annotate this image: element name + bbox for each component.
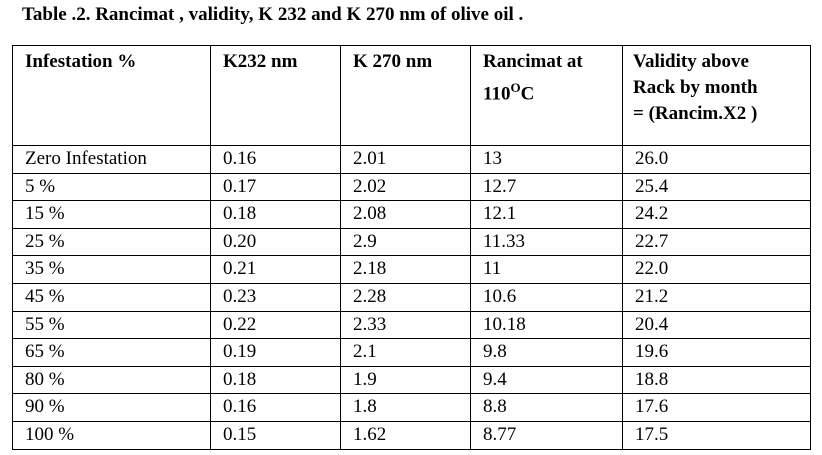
table-cell: 0.22: [210, 310, 341, 340]
table-cell: Zero Infestation: [12, 145, 211, 174]
table-row: 5 % 0.17 2.02 12.7 25.4: [12, 172, 811, 202]
table-cell: 24.2: [622, 200, 811, 229]
table-cell: 2.28: [340, 282, 471, 312]
table-row: 25 % 0.20 2.9 11.33 22.7: [12, 227, 811, 257]
table-cell: 90 %: [12, 393, 211, 422]
table-cell: 1.8: [340, 393, 471, 422]
table-cell: 12.1: [470, 200, 623, 229]
header-cell: Rancimat at 110OC: [470, 45, 623, 146]
header-line: = (Rancim.X2 ): [633, 103, 758, 124]
table-cell: 8.8: [470, 393, 623, 422]
table-cell: 0.23: [210, 282, 341, 312]
table-cell: 0.18: [210, 365, 341, 395]
table-row: 45 % 0.23 2.28 10.6 21.2: [12, 282, 811, 312]
table-cell: 0.16: [210, 393, 341, 422]
table-cell: 1.62: [340, 420, 471, 450]
table-cell: 9.8: [470, 338, 623, 367]
table-row: 100 % 0.15 1.62 8.77 17.5: [12, 420, 811, 450]
table-cell: 13: [470, 145, 623, 174]
table-cell: 2.01: [340, 145, 471, 174]
header-text: C: [520, 83, 535, 105]
table-cell: 26.0: [622, 145, 811, 174]
table-cell: 25 %: [12, 227, 211, 257]
table-cell: 5 %: [12, 172, 211, 202]
table-row: 35 % 0.21 2.18 11 22.0: [12, 255, 811, 284]
header-line: Rack by month: [633, 77, 758, 98]
table-cell: 19.6: [622, 338, 811, 367]
table-cell: 8.77: [470, 420, 623, 450]
table-cell: 35 %: [12, 255, 211, 284]
table-row: 55 % 0.22 2.33 10.18 20.4: [12, 310, 811, 340]
table-cell: 0.18: [210, 200, 341, 229]
table-cell: 10.6: [470, 282, 623, 312]
header-cell: K 270 nm: [340, 45, 471, 146]
header-text: Rancimat at 110: [483, 51, 583, 105]
table-cell: 22.7: [622, 227, 811, 257]
table-cell: 2.08: [340, 200, 471, 229]
header-cell: Validity above Rack by month = (Rancim.X2 …: [622, 45, 811, 146]
table-row: Zero Infestation 0.16 2.01 13 26.0: [12, 145, 811, 174]
header-cell: K232 nm: [210, 45, 341, 146]
header-cell: Infestation %: [12, 45, 211, 146]
header-row: Infestation % K232 nm K 270 nm Rancimat …: [12, 45, 811, 146]
table-cell: 1.9: [340, 365, 471, 395]
table-cell: 17.5: [622, 420, 811, 450]
table-cell: 10.18: [470, 310, 623, 340]
table-row: 90 % 0.16 1.8 8.8 17.6: [12, 393, 811, 422]
table-cell: 17.6: [622, 393, 811, 422]
table-cell: 15 %: [12, 200, 211, 229]
table-cell: 100 %: [12, 420, 211, 450]
table-cell: 9.4: [470, 365, 623, 395]
table-cell: 0.20: [210, 227, 341, 257]
data-table: Infestation % K232 nm K 270 nm Rancimat …: [12, 45, 811, 450]
table-cell: 2.1: [340, 338, 471, 367]
table-cell: 80 %: [12, 365, 211, 395]
header-line: Validity above: [633, 51, 749, 72]
table-cell: 21.2: [622, 282, 811, 312]
table-cell: 45 %: [12, 282, 211, 312]
table-cell: 2.9: [340, 227, 471, 257]
table-title: Table .2. Rancimat , validity, K 232 and…: [22, 4, 524, 25]
table-cell: 18.8: [622, 365, 811, 395]
table-cell: 11.33: [470, 227, 623, 257]
table-row: 65 % 0.19 2.1 9.8 19.6: [12, 338, 811, 367]
table-cell: 55 %: [12, 310, 211, 340]
table-cell: 65 %: [12, 338, 211, 367]
table-row: 80 % 0.18 1.9 9.4 18.8: [12, 365, 811, 395]
table-cell: 20.4: [622, 310, 811, 340]
table-cell: 25.4: [622, 172, 811, 202]
table-cell: 2.02: [340, 172, 471, 202]
table-cell: 0.17: [210, 172, 341, 202]
table-cell: 2.18: [340, 255, 471, 284]
table-row: 15 % 0.18 2.08 12.1 24.2: [12, 200, 811, 229]
table-cell: 0.15: [210, 420, 341, 450]
table-cell: 22.0: [622, 255, 811, 284]
table-cell: 2.33: [340, 310, 471, 340]
table-cell: 0.21: [210, 255, 341, 284]
header-sup: O: [510, 80, 521, 95]
table-cell: 0.16: [210, 145, 341, 174]
table-cell: 11: [470, 255, 623, 284]
table-cell: 0.19: [210, 338, 341, 367]
table-cell: 12.7: [470, 172, 623, 202]
